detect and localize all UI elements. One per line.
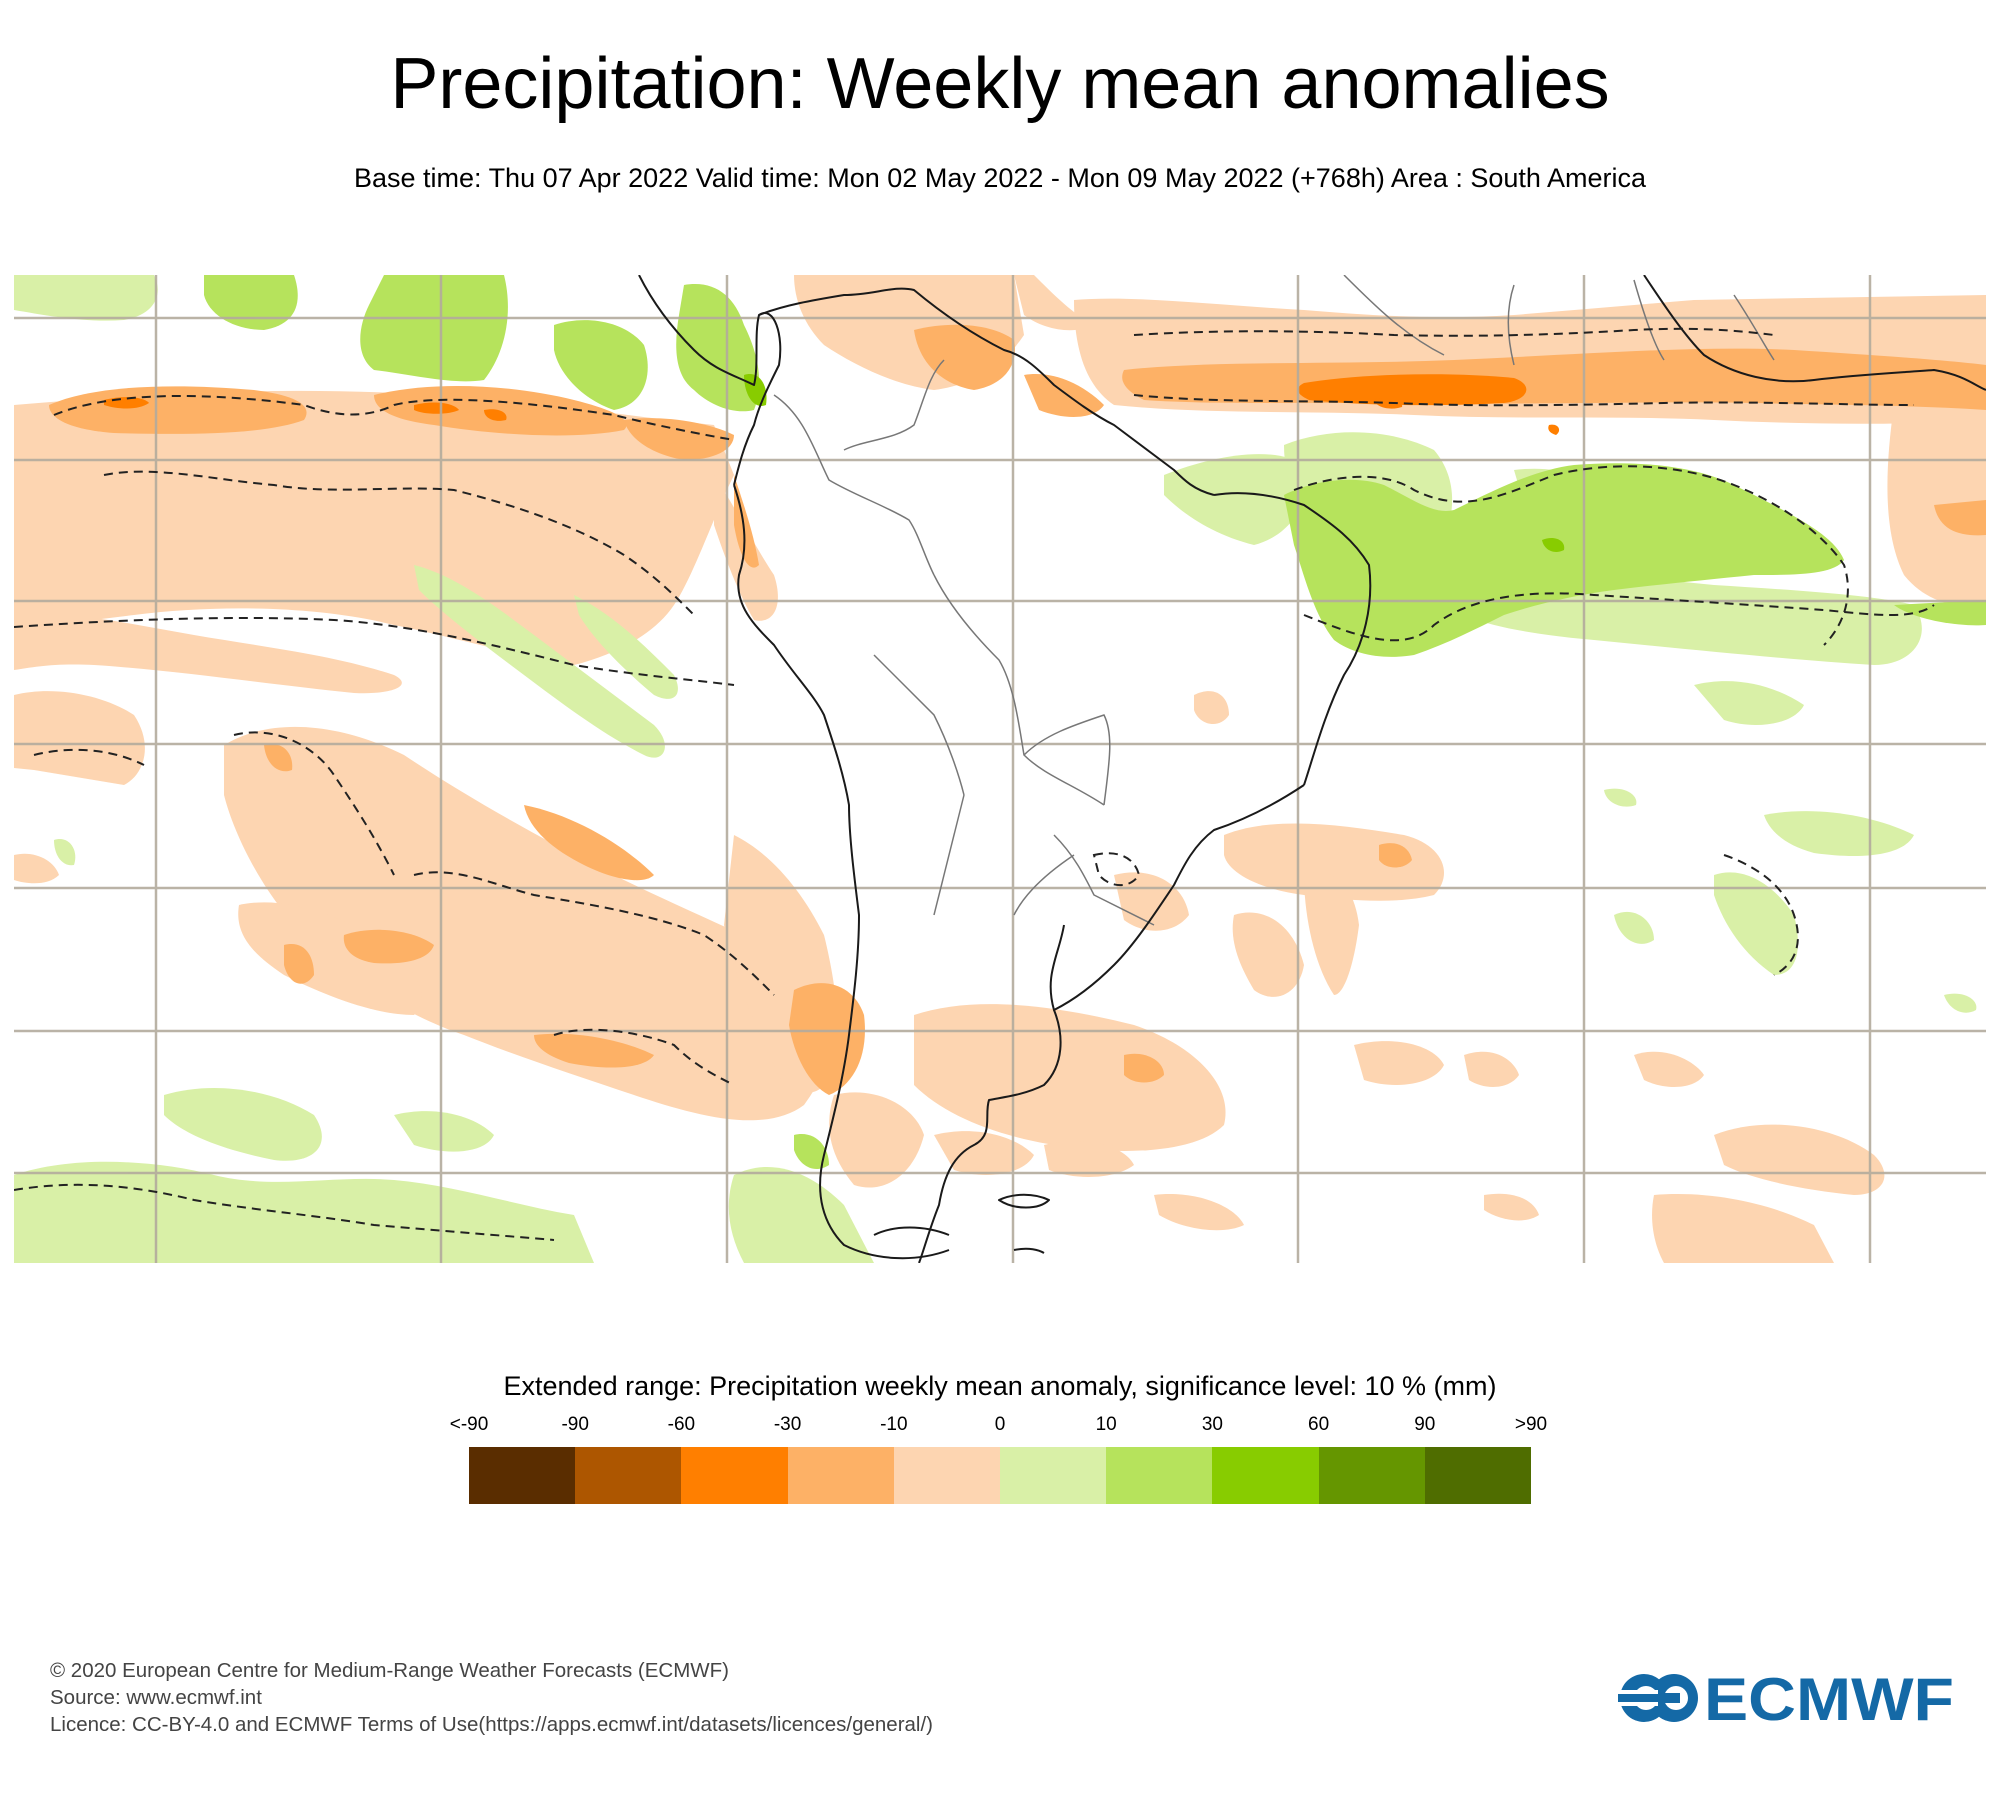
colorbar [469,1447,1532,1504]
precipitation-anomaly-map [14,275,1986,1263]
significance-contours [14,327,1935,1241]
colorbar-segment [1212,1447,1319,1504]
anomaly-layer-strong-dry [104,374,1560,435]
colorbar-segment [1106,1447,1213,1504]
ecmwf-logo-icon [1618,1674,1698,1722]
licence-text: Licence: CC-BY-4.0 and ECMWF Terms of Us… [50,1713,934,1736]
colorbar-tick-label: 90 [1414,1414,1436,1435]
colorbar-tick-label: 0 [994,1414,1006,1435]
colorbar-tick-label: -30 [773,1414,802,1435]
ecmwf-logo: ECMWF [1618,1668,1954,1728]
colorbar-tick-label: 10 [1095,1414,1117,1435]
colorbar-segment [893,1447,1001,1504]
colorbar-tick-label: >90 [1514,1414,1548,1435]
legend-title: Extended range: Precipitation weekly mea… [503,1371,1497,1401]
colorbar-tick-label: -90 [561,1414,589,1435]
colorbar-tick-label: -10 [880,1414,908,1435]
lat-lon-grid [14,275,1986,1263]
chart-subtitle: Base time: Thu 07 Apr 2022 Valid time: M… [354,163,1646,193]
colorbar-segment [787,1447,894,1504]
colorbar-tick-label: 30 [1201,1414,1223,1435]
colorbar-tick-label: 60 [1308,1414,1330,1435]
footer: © 2020 European Centre for Medium-Range … [50,1657,933,1738]
colorbar-segment [575,1447,682,1504]
colorbar-tick-label: -60 [667,1414,696,1435]
colorbar-segment [1000,1447,1107,1504]
colorbar-segment [1424,1447,1532,1504]
copyright-text: © 2020 European Centre for Medium-Range … [50,1659,729,1682]
colorbar-segment [681,1447,788,1504]
anomaly-layer-moderate-wet [204,275,1986,1170]
source-text: Source: www.ecmwf.int [50,1686,262,1709]
country-borders [773,275,1775,926]
anomaly-layer-moderate-dry [49,324,1986,1095]
coastline [638,275,1986,1263]
colorbar-segment [1318,1447,1425,1504]
ecmwf-logo-text: ECMWF [1704,1668,1954,1728]
colorbar-segment [469,1447,576,1504]
colorbar-tick-label: <-90 [449,1414,489,1435]
chart-title: Precipitation: Weekly mean anomalies [390,44,1610,124]
